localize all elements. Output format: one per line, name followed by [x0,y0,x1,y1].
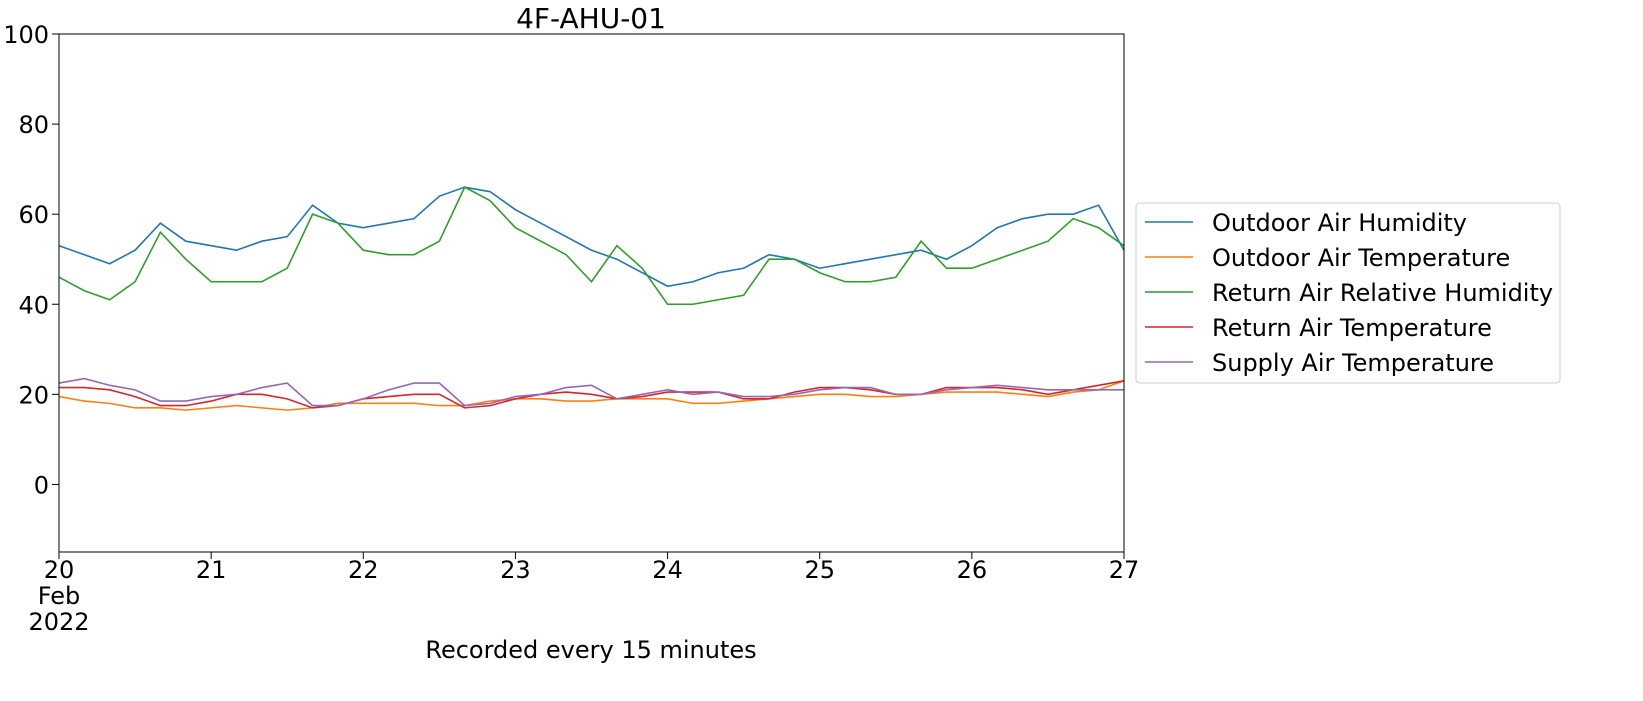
y-tick-label: 40 [18,291,49,319]
legend-label: Supply Air Temperature [1212,349,1494,377]
x-tick-label: 25 [804,556,835,584]
chart-title: 4F-AHU-01 [516,2,666,35]
legend-label: Outdoor Air Humidity [1212,209,1467,237]
legend-label: Return Air Temperature [1212,314,1492,342]
legend-box [1135,202,1561,384]
x-tick-label: 27 [1109,556,1140,584]
x-tick-label: 26 [957,556,988,584]
x-tick-label: 20 Feb 2022 [28,556,89,636]
x-tick-label: 24 [652,556,683,584]
legend-label: Outdoor Air Temperature [1212,244,1510,272]
y-tick-label: 0 [34,471,49,499]
x-tick-label: 21 [196,556,227,584]
y-tick-label: 20 [18,381,49,409]
series-line [58,380,1125,411]
series-line [58,186,1125,288]
series-line [58,186,1125,306]
y-tick-label: 60 [18,201,49,229]
legend-label: Return Air Relative Humidity [1212,279,1553,307]
x-axis-label: Recorded every 15 minutes [425,636,756,664]
series-line [58,377,1124,407]
plot-frame [58,33,1125,553]
y-tick-label: 100 [3,21,49,49]
x-tick-label: 23 [500,556,531,584]
x-tick-label: 22 [348,556,379,584]
y-tick-label: 80 [18,111,49,139]
